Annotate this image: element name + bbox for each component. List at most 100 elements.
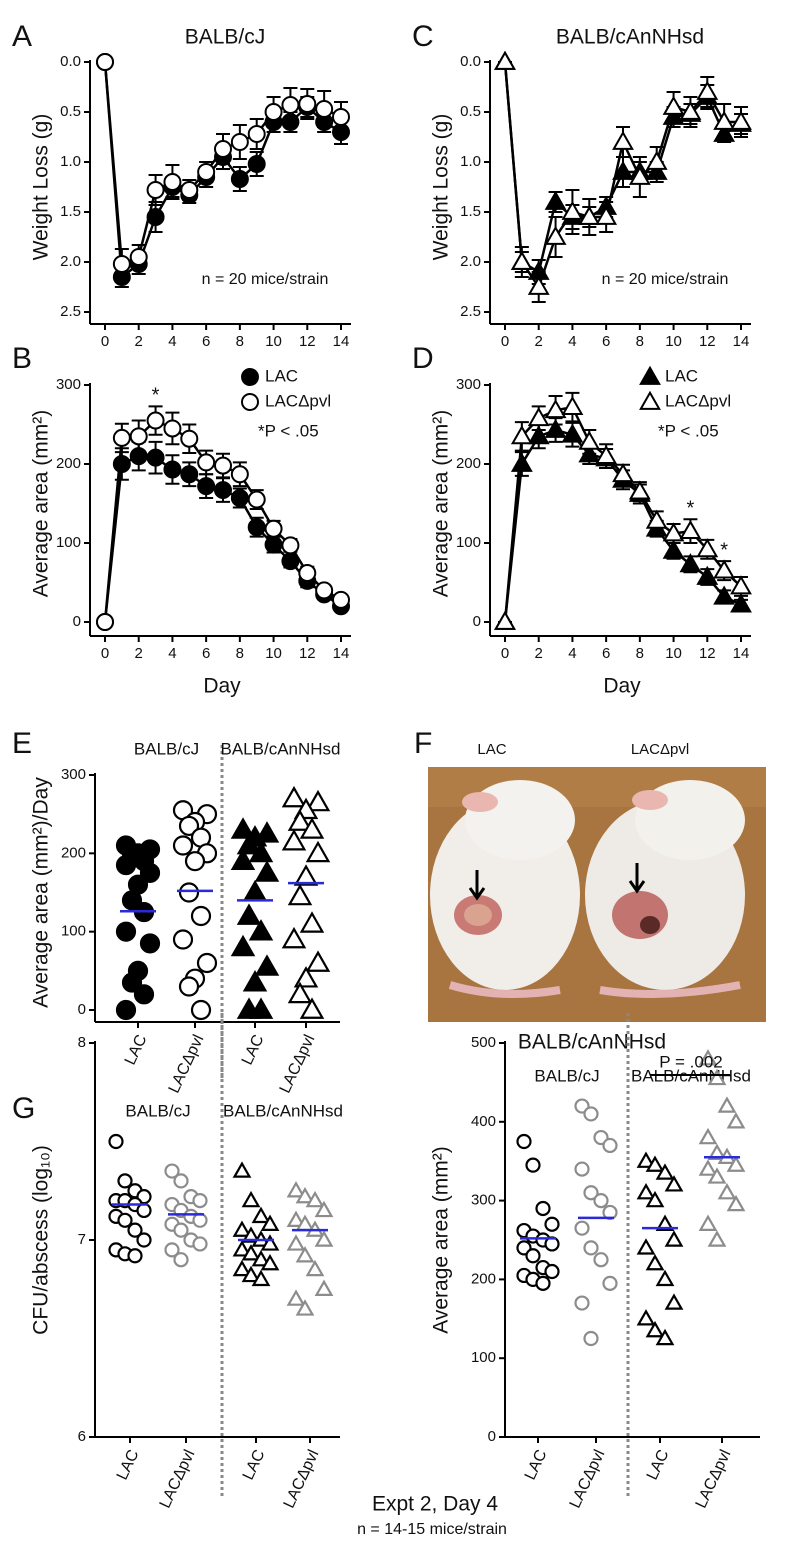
y-tick-label: 2.0 — [60, 253, 81, 270]
marker — [163, 419, 182, 438]
marker — [121, 972, 143, 993]
marker — [146, 448, 165, 467]
marker — [286, 1210, 306, 1228]
marker — [574, 1161, 590, 1177]
marker — [544, 1263, 560, 1280]
marker — [726, 1155, 746, 1172]
x-axis-title: Day — [203, 675, 241, 698]
marker — [655, 1163, 675, 1180]
marker — [295, 1186, 315, 1204]
y-tick-label: 300 — [56, 376, 81, 393]
y-tick-label: 7 — [78, 1231, 86, 1248]
marker — [232, 1240, 252, 1257]
y-tick-label: 0.5 — [460, 103, 481, 120]
wound — [464, 904, 492, 926]
marker — [583, 1106, 599, 1122]
marker — [197, 477, 216, 496]
marker — [117, 1212, 133, 1228]
arrow — [468, 870, 486, 901]
marker — [679, 553, 702, 573]
significance-marker: * — [687, 498, 695, 520]
marker — [230, 465, 249, 484]
marker — [664, 1293, 684, 1310]
marker — [295, 1246, 315, 1263]
marker — [241, 1244, 261, 1261]
marker — [139, 933, 161, 954]
legend-marker — [241, 368, 259, 386]
y-axis-title: Weight Loss (g) — [430, 114, 453, 261]
marker — [287, 809, 313, 831]
x-tick-label: 12 — [299, 645, 316, 662]
marker — [730, 593, 752, 613]
x-tick-label: 14 — [733, 333, 750, 350]
x-tick-label: LAC — [239, 1032, 268, 1067]
marker — [112, 255, 131, 273]
marker — [232, 1220, 252, 1237]
y-tick-label: 0.5 — [60, 103, 81, 120]
marker — [281, 552, 300, 571]
legend-marker — [639, 365, 661, 385]
marker — [286, 1234, 306, 1251]
y-axis-title: Average area (mm²) — [430, 1146, 453, 1334]
marker — [636, 1238, 656, 1255]
marker — [707, 1230, 727, 1247]
marker — [583, 1240, 599, 1256]
marker — [696, 565, 719, 585]
marker — [664, 1175, 684, 1192]
marker — [726, 1112, 746, 1129]
y-tick-label: 0 — [78, 1001, 86, 1018]
marker — [242, 879, 268, 902]
marker — [96, 53, 114, 71]
marker — [510, 452, 533, 472]
x-tick-label: 10 — [665, 333, 682, 350]
x-tick-label: 6 — [602, 645, 610, 662]
y-tick-label: 300 — [61, 766, 86, 783]
marker — [129, 427, 148, 446]
marker — [698, 1214, 718, 1231]
marker — [527, 425, 550, 445]
marker — [254, 954, 280, 976]
marker — [281, 926, 307, 949]
x-tick-label: LAC — [240, 1447, 269, 1482]
x-tick-label: 12 — [299, 333, 316, 350]
y-tick-label: 0 — [488, 1428, 496, 1445]
marker — [190, 905, 212, 927]
y-tick-label: 100 — [56, 534, 81, 551]
marker — [192, 1192, 208, 1209]
group-label: BALB/cJ — [534, 1066, 599, 1085]
x-tick-label: LACΔpvl — [277, 1032, 319, 1096]
annotation: P = .002 — [659, 1052, 723, 1071]
legend-label: LAC — [665, 366, 698, 385]
marker — [298, 564, 317, 583]
x-tick-label: 4 — [568, 645, 576, 662]
marker — [583, 1185, 599, 1201]
significance-marker: * — [720, 539, 728, 561]
panel-letter: G — [12, 1092, 35, 1125]
y-tick-label: 200 — [471, 1270, 496, 1287]
marker — [127, 1222, 143, 1238]
marker — [494, 50, 516, 70]
marker — [535, 1275, 551, 1291]
marker — [662, 95, 685, 115]
marker — [730, 575, 752, 595]
y-tick-label: 6 — [78, 1428, 86, 1445]
marker — [247, 155, 266, 173]
marker — [713, 122, 736, 142]
marker — [164, 1163, 180, 1179]
marker — [636, 1151, 656, 1168]
y-tick-label: 0 — [473, 613, 481, 630]
marker — [121, 890, 143, 911]
panel-letter: B — [12, 342, 32, 375]
marker — [525, 1248, 541, 1264]
marker — [679, 519, 702, 540]
group-label: BALB/cAnNHsd — [223, 1101, 343, 1120]
marker — [129, 248, 148, 266]
marker — [315, 100, 334, 118]
x-tick-label: 14 — [333, 645, 350, 662]
y-axis-title: Average area (mm²) — [430, 410, 453, 598]
marker — [612, 160, 634, 180]
marker — [247, 518, 266, 537]
marker — [146, 208, 165, 226]
marker — [628, 165, 651, 185]
marker — [146, 181, 165, 199]
